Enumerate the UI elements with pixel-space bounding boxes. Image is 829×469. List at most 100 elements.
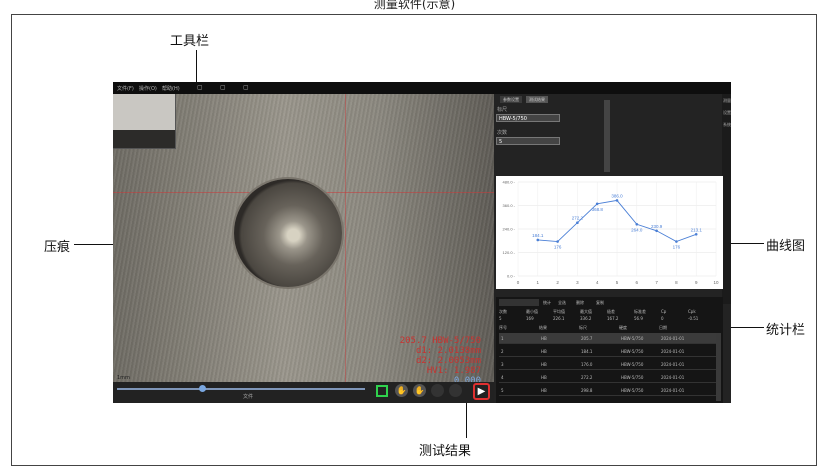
x-tick-label: 0: [517, 280, 520, 285]
fit-icon[interactable]: [376, 385, 388, 397]
stats-tab[interactable]: 统计: [543, 300, 551, 305]
x-tick-label: 2: [556, 280, 559, 285]
data-point: [655, 229, 658, 233]
copy-button[interactable]: 复制: [596, 300, 604, 305]
toolbar-icon-2[interactable]: ▢: [220, 84, 226, 91]
list-header-cell: 标尺: [579, 325, 587, 330]
data-label: 264.0: [631, 227, 643, 232]
data-label: 176: [673, 245, 681, 250]
table-cell: 1: [501, 336, 504, 341]
list-header-row: 序号 结果 标尺 硬度 日期: [499, 325, 719, 331]
stats-tab-active[interactable]: [499, 299, 539, 306]
toolbar-leader: [196, 50, 197, 83]
curve-callout: 曲线图: [766, 239, 806, 254]
stats-header-cell: 平均值: [553, 309, 565, 314]
x-tick-label: 4: [596, 280, 599, 285]
circle-icon[interactable]: [431, 384, 444, 397]
table-cell: HBW-5/750: [621, 349, 644, 354]
x-tick-label: 3: [576, 280, 579, 285]
table-cell: 2024-01-01: [661, 388, 685, 393]
side-tab-measure[interactable]: 测量: [723, 98, 731, 103]
stats-callout: 统计栏: [766, 323, 806, 338]
side-tab-system[interactable]: 系统: [723, 122, 731, 127]
x-tick-label: 7: [655, 280, 658, 285]
scale-field-label: 标尺: [497, 107, 508, 113]
y-tick-label: 360.0 -: [503, 203, 516, 208]
list-scrollbar[interactable]: [716, 333, 721, 401]
stats-summary-row: 5 169 226.1 336.2 167.2 56.9 0 -0.51: [499, 316, 719, 322]
stats-summary-cell: 167.2: [607, 316, 619, 321]
table-cell: 205.7: [581, 336, 593, 341]
panel-scrollbar[interactable]: [604, 100, 610, 172]
chart-svg: 0.0 - 120.0 - 240.0 - 360.0 - 480.0 - 0 1 2 3 4 5 6…: [503, 180, 719, 286]
stats-summary-cell: -0.51: [688, 316, 699, 321]
table-row[interactable]: 3 HB 176.0 HBW-5/750 2024-01-01: [499, 359, 719, 370]
data-label: 272.2: [572, 216, 584, 221]
hand-icon[interactable]: ✋: [395, 384, 408, 397]
stats-header-cell: Cp: [661, 309, 667, 314]
table-row[interactable]: 4 HB 272.2 HBW-5/750 2024-01-01: [499, 372, 719, 383]
count-stepper[interactable]: 5: [496, 137, 560, 145]
list-header-cell: 结果: [539, 325, 547, 330]
table-cell: HBW-5/750: [621, 388, 644, 393]
menu-help[interactable]: 帮助(H): [162, 86, 180, 92]
toolbar-callout: 工具栏: [170, 34, 210, 49]
table-row[interactable]: 5 HB 298.8 HBW-5/750 2024-01-01: [499, 385, 719, 396]
x-tick-label: 6: [636, 280, 639, 285]
y-tick-label: 0.0 -: [507, 274, 516, 279]
toolbar-icon-3[interactable]: ▢: [243, 84, 249, 91]
data-label: 230.9: [651, 224, 663, 229]
thumbnail[interactable]: [113, 94, 176, 149]
menu-operate[interactable]: 操作(O): [139, 86, 157, 92]
table-row[interactable]: 2 HB 184.1 HBW-5/750 2024-01-01: [499, 346, 719, 357]
table-cell: 2: [501, 349, 504, 354]
frame-slider[interactable]: [117, 388, 365, 390]
x-tick-label: 10: [713, 280, 719, 285]
figure-title: 测量软件(示意): [373, 0, 456, 11]
table-cell: HB: [541, 388, 547, 393]
circle-icon-2[interactable]: [449, 384, 462, 397]
side-tab-settings[interactable]: 设置: [723, 110, 731, 115]
stats-panel: 统计 全选 删除 复制 次数 最小值 平均值 最大值 极差 标准差 Cp Cpk 5 169 22…: [496, 297, 723, 403]
data-point: [694, 232, 698, 236]
stats-header-cell: 最小值: [526, 309, 538, 314]
x-tick-label: 1: [537, 280, 540, 285]
x-tick-label: 9: [695, 280, 698, 285]
scale-select[interactable]: HBW-5/750: [496, 114, 560, 122]
delete-button[interactable]: 删除: [576, 300, 584, 305]
select-all-button[interactable]: 全选: [558, 300, 566, 305]
play-button[interactable]: ▶: [473, 383, 490, 400]
data-label: 213.1: [691, 227, 703, 232]
image-viewer[interactable]: 205.7 HBW-5/750 d1: 2.0138mm d2: 2.0053m…: [113, 94, 494, 403]
stats-header-cell: 标准差: [634, 309, 646, 314]
table-cell: 298.8: [581, 388, 593, 393]
data-point: [615, 199, 619, 202]
data-point: [536, 238, 540, 242]
list-header-cell: 硬度: [619, 325, 627, 330]
crosshair-v: [345, 94, 346, 403]
y-tick-label: 480.0 -: [503, 180, 516, 185]
stats-summary-cell: 336.2: [580, 316, 592, 321]
data-point: [595, 202, 599, 206]
tab-results[interactable]: 测试结果: [526, 96, 548, 103]
count-field-label: 次数: [497, 130, 508, 136]
hand-icon-2[interactable]: ✋: [413, 384, 426, 397]
slider-knob[interactable]: [199, 385, 206, 392]
table-cell: 2024-01-01: [661, 375, 685, 380]
menu-file[interactable]: 文件(F): [117, 86, 134, 92]
stats-header-cell: 极差: [607, 309, 615, 314]
stats-summary-cell: 5: [499, 316, 502, 321]
table-cell: HB: [541, 362, 547, 367]
table-cell: HB: [541, 375, 547, 380]
indentation: [234, 179, 342, 287]
scale-label: 1mm: [117, 375, 130, 381]
table-cell: 2024-01-01: [661, 336, 685, 341]
y-tick-label: 120.0 -: [503, 250, 516, 255]
table-cell: HBW-5/750: [621, 375, 644, 380]
measurement-app: 文件(F) 操作(O) 帮助(H) ▢ ▢ ▢ 205.7 HBW-5/750 …: [113, 82, 731, 403]
toolbar-icon-1[interactable]: ▢: [197, 84, 203, 91]
table-row[interactable]: 1 HB 205.7 HBW-5/750 2024-01-01: [499, 333, 719, 344]
data-label: 176: [554, 245, 562, 250]
stats-summary-cell: 226.1: [553, 316, 565, 321]
tab-settings[interactable]: 参数设置: [500, 96, 522, 103]
